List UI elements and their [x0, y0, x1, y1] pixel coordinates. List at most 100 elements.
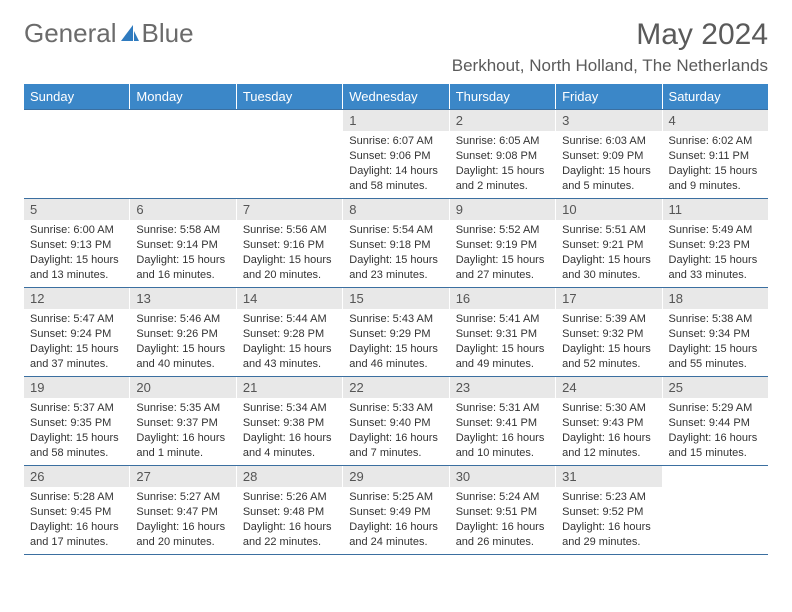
- sunset-line: Sunset: 9:09 PM: [562, 149, 655, 164]
- day-body: Sunrise: 5:43 AMSunset: 9:29 PMDaylight:…: [343, 312, 448, 375]
- daylight-line: Daylight: 15 hours and 55 minutes.: [669, 342, 762, 372]
- sunrise-line: Sunrise: 5:51 AM: [562, 223, 655, 238]
- day-body: Sunrise: 5:31 AMSunset: 9:41 PMDaylight:…: [450, 401, 555, 464]
- sunset-line: Sunset: 9:24 PM: [30, 327, 123, 342]
- day-number: 24: [556, 377, 661, 398]
- day-body: Sunrise: 5:25 AMSunset: 9:49 PMDaylight:…: [343, 490, 448, 553]
- weekday-header: Friday: [556, 84, 662, 109]
- day-cell: 17Sunrise: 5:39 AMSunset: 9:32 PMDayligh…: [556, 288, 662, 376]
- day-number: 22: [343, 377, 448, 398]
- location: Berkhout, North Holland, The Netherlands: [452, 56, 768, 76]
- daylight-line: Daylight: 16 hours and 1 minute.: [136, 431, 229, 461]
- daylight-line: Daylight: 15 hours and 49 minutes.: [456, 342, 549, 372]
- day-number: 20: [130, 377, 235, 398]
- day-cell: 3Sunrise: 6:03 AMSunset: 9:09 PMDaylight…: [556, 110, 662, 198]
- day-cell: 23Sunrise: 5:31 AMSunset: 9:41 PMDayligh…: [450, 377, 556, 465]
- weekday-header: Sunday: [24, 84, 130, 109]
- day-cell: 22Sunrise: 5:33 AMSunset: 9:40 PMDayligh…: [343, 377, 449, 465]
- day-number: 29: [343, 466, 448, 487]
- sunrise-line: Sunrise: 5:29 AM: [669, 401, 762, 416]
- day-cell: [663, 466, 768, 554]
- sunrise-line: Sunrise: 5:35 AM: [136, 401, 229, 416]
- month-title: May 2024: [452, 18, 768, 52]
- daylight-line: Daylight: 16 hours and 29 minutes.: [562, 520, 655, 550]
- sunset-line: Sunset: 9:35 PM: [30, 416, 123, 431]
- sunset-line: Sunset: 9:38 PM: [243, 416, 336, 431]
- sunset-line: Sunset: 9:51 PM: [456, 505, 549, 520]
- daylight-line: Daylight: 15 hours and 52 minutes.: [562, 342, 655, 372]
- sunset-line: Sunset: 9:34 PM: [669, 327, 762, 342]
- sunset-line: Sunset: 9:47 PM: [136, 505, 229, 520]
- weekday-header: Thursday: [450, 84, 556, 109]
- daylight-line: Daylight: 15 hours and 13 minutes.: [30, 253, 123, 283]
- day-cell: 10Sunrise: 5:51 AMSunset: 9:21 PMDayligh…: [556, 199, 662, 287]
- sunset-line: Sunset: 9:08 PM: [456, 149, 549, 164]
- day-body: Sunrise: 5:38 AMSunset: 9:34 PMDaylight:…: [663, 312, 768, 375]
- daylight-line: Daylight: 15 hours and 16 minutes.: [136, 253, 229, 283]
- week-row: 1Sunrise: 6:07 AMSunset: 9:06 PMDaylight…: [24, 109, 768, 198]
- logo-text-2: Blue: [142, 18, 194, 49]
- sunset-line: Sunset: 9:18 PM: [349, 238, 442, 253]
- day-body: Sunrise: 5:58 AMSunset: 9:14 PMDaylight:…: [130, 223, 235, 286]
- day-cell: 11Sunrise: 5:49 AMSunset: 9:23 PMDayligh…: [663, 199, 768, 287]
- sunset-line: Sunset: 9:44 PM: [669, 416, 762, 431]
- day-cell: 8Sunrise: 5:54 AMSunset: 9:18 PMDaylight…: [343, 199, 449, 287]
- calendar-page: General Blue May 2024 Berkhout, North Ho…: [0, 0, 792, 567]
- day-number: 6: [130, 199, 235, 220]
- day-cell: 19Sunrise: 5:37 AMSunset: 9:35 PMDayligh…: [24, 377, 130, 465]
- daylight-line: Daylight: 16 hours and 20 minutes.: [136, 520, 229, 550]
- day-cell: 15 Sunrise: 5:43 AMSunset: 9:29 PMDayligh…: [343, 288, 449, 376]
- daylight-line: Daylight: 15 hours and 2 minutes.: [456, 164, 549, 194]
- weekday-header: Saturday: [663, 84, 768, 109]
- sunrise-line: Sunrise: 5:54 AM: [349, 223, 442, 238]
- daylight-line: Daylight: 16 hours and 26 minutes.: [456, 520, 549, 550]
- sunrise-line: Sunrise: 5:27 AM: [136, 490, 229, 505]
- day-cell: 9Sunrise: 5:52 AMSunset: 9:19 PMDaylight…: [450, 199, 556, 287]
- sunrise-line: Sunrise: 5:52 AM: [456, 223, 549, 238]
- day-cell: 27Sunrise: 5:27 AMSunset: 9:47 PMDayligh…: [130, 466, 236, 554]
- day-body: Sunrise: 5:51 AMSunset: 9:21 PMDaylight:…: [556, 223, 661, 286]
- day-cell: 4Sunrise: 6:02 AMSunset: 9:11 PMDaylight…: [663, 110, 768, 198]
- day-body: Sunrise: 5:27 AMSunset: 9:47 PMDaylight:…: [130, 490, 235, 553]
- week-row: 12 Sunrise: 5:47 AMSunset: 9:24 PMDayligh…: [24, 287, 768, 376]
- day-number: 14: [237, 288, 342, 309]
- sunrise-line: Sunrise: 5:25 AM: [349, 490, 442, 505]
- day-body: Sunrise: 6:05 AMSunset: 9:08 PMDaylight:…: [450, 134, 555, 197]
- day-cell: 14Sunrise: 5:44 AMSunset: 9:28 PMDayligh…: [237, 288, 343, 376]
- day-cell: 31Sunrise: 5:23 AMSunset: 9:52 PMDayligh…: [556, 466, 662, 554]
- day-cell: 20Sunrise: 5:35 AMSunset: 9:37 PMDayligh…: [130, 377, 236, 465]
- day-number: 5: [24, 199, 129, 220]
- sunset-line: Sunset: 9:52 PM: [562, 505, 655, 520]
- sunset-line: Sunset: 9:28 PM: [243, 327, 336, 342]
- header-right: May 2024 Berkhout, North Holland, The Ne…: [452, 18, 768, 76]
- week-row: 19Sunrise: 5:37 AMSunset: 9:35 PMDayligh…: [24, 376, 768, 465]
- sunset-line: Sunset: 9:19 PM: [456, 238, 549, 253]
- day-number: 28: [237, 466, 342, 487]
- sunrise-line: Sunrise: 5:28 AM: [30, 490, 123, 505]
- day-number: 1: [343, 110, 448, 131]
- sunrise-line: Sunrise: 5:31 AM: [456, 401, 549, 416]
- day-number: 4: [663, 110, 768, 131]
- sunrise-line: Sunrise: 5:33 AM: [349, 401, 442, 416]
- sunset-line: Sunset: 9:06 PM: [349, 149, 442, 164]
- day-number: 7: [237, 199, 342, 220]
- sunset-line: Sunset: 9:26 PM: [136, 327, 229, 342]
- day-body: Sunrise: 5:46 AMSunset: 9:26 PMDaylight:…: [130, 312, 235, 375]
- day-number: 12: [24, 288, 129, 309]
- day-number: 13: [130, 288, 235, 309]
- day-number: 15: [343, 288, 448, 309]
- sunset-line: Sunset: 9:21 PM: [562, 238, 655, 253]
- daylight-line: Daylight: 15 hours and 20 minutes.: [243, 253, 336, 283]
- daylight-line: Daylight: 15 hours and 5 minutes.: [562, 164, 655, 194]
- sunset-line: Sunset: 9:14 PM: [136, 238, 229, 253]
- day-body: Sunrise: 5:39 AMSunset: 9:32 PMDaylight:…: [556, 312, 661, 375]
- day-cell: 28Sunrise: 5:26 AMSunset: 9:48 PMDayligh…: [237, 466, 343, 554]
- day-cell: 26Sunrise: 5:28 AMSunset: 9:45 PMDayligh…: [24, 466, 130, 554]
- daylight-line: Daylight: 16 hours and 7 minutes.: [349, 431, 442, 461]
- day-body: Sunrise: 6:03 AMSunset: 9:09 PMDaylight:…: [556, 134, 661, 197]
- day-cell: 1Sunrise: 6:07 AMSunset: 9:06 PMDaylight…: [343, 110, 449, 198]
- weekday-header: Tuesday: [237, 84, 343, 109]
- day-body: Sunrise: 6:00 AMSunset: 9:13 PMDaylight:…: [24, 223, 129, 286]
- day-body: Sunrise: 5:47 AMSunset: 9:24 PMDaylight:…: [24, 312, 129, 375]
- day-body: Sunrise: 5:30 AMSunset: 9:43 PMDaylight:…: [556, 401, 661, 464]
